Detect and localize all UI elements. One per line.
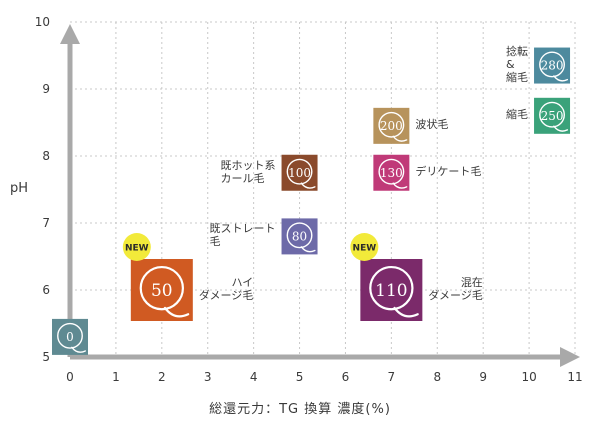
new-badge-label: NEW xyxy=(353,244,377,254)
point-label: 波状毛 xyxy=(415,118,449,132)
y-axis-arrow xyxy=(60,24,80,44)
y-tick-label: 8 xyxy=(42,149,50,163)
q-marker-value: 280 xyxy=(541,59,564,73)
y-tick-label: 5 xyxy=(42,350,50,364)
point-label: 縮毛 xyxy=(506,108,529,122)
q-marker-value: 200 xyxy=(380,119,403,133)
x-tick-label: 0 xyxy=(66,370,74,384)
q-glyph-ring xyxy=(57,322,83,349)
x-axis-arrow xyxy=(560,347,580,367)
q-glyph-ring xyxy=(139,265,184,311)
q-marker-value: 100 xyxy=(288,166,311,180)
x-tick-label: 3 xyxy=(204,370,212,384)
point-label: ハイ ダメージ毛 xyxy=(198,276,254,302)
x-tick-label: 10 xyxy=(521,370,536,384)
x-tick-label: 11 xyxy=(567,370,582,384)
x-tick-label: 9 xyxy=(479,370,487,384)
q-glyph-ring xyxy=(369,265,414,311)
q-glyph-tail xyxy=(392,135,408,142)
y-axis-title: pH xyxy=(10,181,29,196)
x-tick-label: 6 xyxy=(342,370,350,384)
q-glyph-ring xyxy=(286,158,313,185)
q-glyph-ring xyxy=(378,111,405,138)
q-marker-value: 80 xyxy=(292,229,307,243)
y-tick-label: 7 xyxy=(42,216,50,230)
q-glyph-tail xyxy=(300,246,316,253)
x-tick-label: 2 xyxy=(158,370,166,384)
x-tick-label: 1 xyxy=(112,370,120,384)
x-axis-title: 総還元力：TG 換算 濃度(%) xyxy=(209,402,391,417)
x-tick-label: 8 xyxy=(433,370,441,384)
q-glyph-tail xyxy=(393,306,419,318)
q-marker-value: 130 xyxy=(380,166,403,180)
q-glyph-tail xyxy=(392,182,408,189)
q-glyph-tail xyxy=(553,75,569,82)
y-tick-label: 6 xyxy=(42,283,50,297)
q-glyph-ring xyxy=(539,51,565,78)
point-label: デリケート毛 xyxy=(415,165,482,179)
new-badge-label: NEW xyxy=(125,244,149,254)
y-tick-label: 10 xyxy=(35,15,50,29)
q-glyph-tail xyxy=(163,306,190,318)
q-glyph-tail xyxy=(71,346,86,353)
x-tick-label: 7 xyxy=(388,370,396,384)
q-marker-value: 0 xyxy=(66,330,74,344)
point-label: 混在 ダメージ毛 xyxy=(428,276,483,302)
q-marker-value: 110 xyxy=(375,281,407,301)
new-badge xyxy=(350,233,379,261)
q-glyph-ring xyxy=(539,101,565,128)
q-glyph-tail xyxy=(553,125,569,132)
point-label: 既ストレート 毛 xyxy=(209,222,276,249)
point-label: 捻転 & 縮毛 xyxy=(506,45,529,85)
q-glyph-tail xyxy=(300,182,316,189)
q-marker-value: 250 xyxy=(541,109,564,123)
point-label: 既ホット系 カール毛 xyxy=(220,158,276,185)
q-glyph-ring xyxy=(378,158,405,185)
x-tick-label: 4 xyxy=(250,370,258,384)
q-glyph-ring xyxy=(286,222,313,249)
q-marker-value: 50 xyxy=(151,281,173,301)
new-badge xyxy=(122,233,151,261)
y-tick-label: 9 xyxy=(42,82,50,96)
x-tick-label: 5 xyxy=(296,370,304,384)
